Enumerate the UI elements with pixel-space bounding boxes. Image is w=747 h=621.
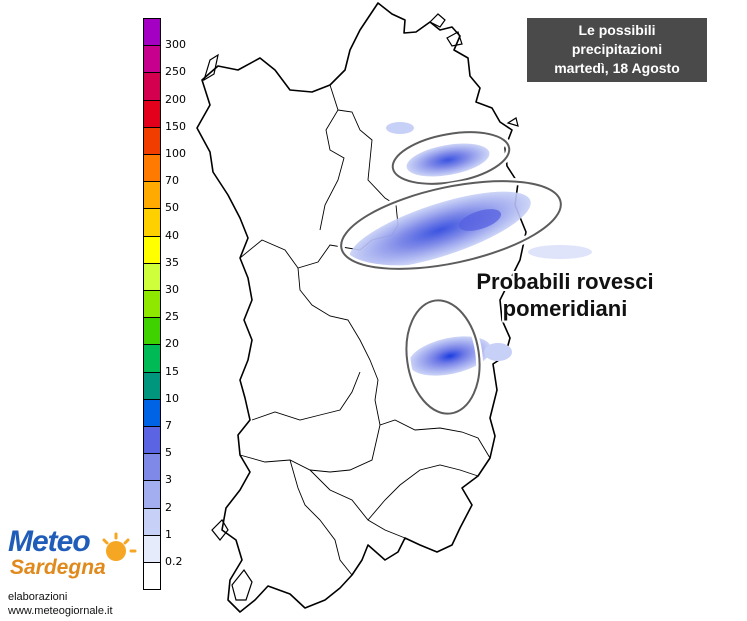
legend-swatch: [143, 208, 161, 237]
legend-swatch: [143, 317, 161, 346]
legend-label: 10: [165, 391, 179, 405]
island-caprera: [446, 31, 463, 47]
precipitation-areas: [349, 122, 592, 376]
legend-swatch: [143, 507, 161, 536]
legend-label: 70: [165, 174, 179, 188]
credit-line-1: elaborazioni: [8, 591, 68, 603]
legend-label: 3: [165, 473, 172, 487]
legend-label: 7: [165, 419, 172, 432]
legend-swatch: [143, 154, 161, 183]
legend-swatch: [143, 262, 161, 291]
legend-swatch: [143, 18, 161, 47]
logo-word-meteo: Meteo: [8, 525, 91, 558]
legend-swatch: [143, 235, 161, 264]
legend-label: 50: [165, 201, 179, 215]
highlight-ellipses: [337, 128, 565, 418]
island-tavolara: [506, 117, 519, 127]
legend-label: 20: [165, 337, 179, 351]
credit-line-2: www.meteogiornale.it: [8, 605, 113, 617]
legend-label: 5: [165, 446, 172, 460]
legend-label: 200: [165, 92, 186, 106]
legend-swatch: [143, 344, 161, 373]
meteo-sardegna-logo: Meteo Sardegna: [8, 525, 137, 579]
island-san-pietro: [211, 519, 229, 541]
island-sant-antioco: [231, 568, 253, 601]
legend-label: 30: [165, 283, 179, 296]
title-line-2: precipitazioni: [571, 41, 663, 57]
province-boundaries: [239, 84, 491, 576]
title-line-3: martedì, 18 Agosto: [554, 60, 680, 76]
legend-swatch: [143, 453, 161, 482]
legend-swatch: [143, 99, 161, 128]
legend-swatch: [143, 480, 161, 509]
title-line-1: Le possibili: [578, 22, 656, 38]
legend-swatch: [143, 371, 161, 400]
legend-label: 0.2: [165, 555, 183, 568]
legend-swatch: [143, 426, 161, 455]
legend-label: 1: [165, 527, 172, 541]
island-maddalena: [428, 13, 446, 28]
legend-label: 40: [165, 228, 179, 242]
annotation-line-1: Probabili rovesci: [476, 269, 654, 294]
legend-swatch: [143, 181, 161, 210]
title-box: Le possibili precipitazioni martedì, 18 …: [527, 18, 707, 82]
legend-swatch: [143, 398, 161, 427]
legend-swatch: [143, 290, 161, 319]
legend-label: 15: [165, 364, 179, 378]
legend-label: 2: [165, 500, 172, 514]
credit: elaborazioni www.meteogiornale.it: [8, 590, 113, 618]
legend-swatch: [143, 126, 161, 155]
legend-label: 250: [165, 65, 186, 79]
legend-swatch: [143, 45, 161, 74]
annotation-line-2: pomeridiani: [502, 296, 628, 321]
island-asinara: [202, 53, 219, 82]
logo-word-sardegna: Sardegna: [10, 556, 106, 579]
legend-swatch: [143, 534, 161, 563]
sun-icon: [102, 532, 137, 561]
showers-annotation: Probabili rovesci pomeridiani: [440, 268, 690, 322]
legend-label: 35: [165, 255, 179, 269]
legend-label: 300: [165, 38, 186, 52]
legend-swatch: [143, 562, 161, 591]
legend-label: 100: [165, 147, 186, 160]
legend-swatch: [143, 72, 161, 101]
legend-label: 25: [165, 310, 179, 324]
legend-label: 150: [165, 119, 186, 133]
